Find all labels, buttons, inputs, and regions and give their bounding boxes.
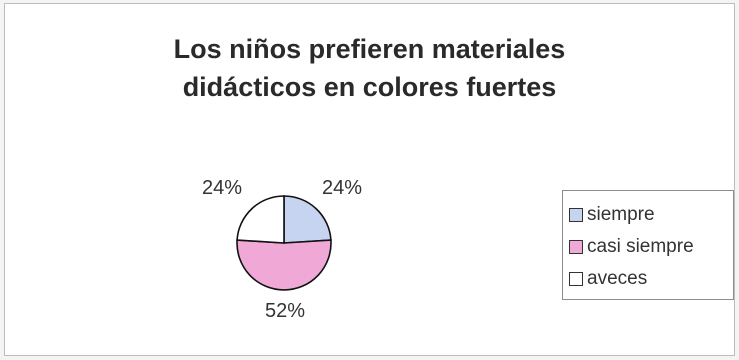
legend-swatch-siempre [569,208,583,222]
legend-item-aveces: aveces [563,263,733,295]
legend-label-aveces: aveces [587,268,648,289]
chart-legend: siempre casi siempre aveces [562,190,734,300]
chart-title: Los niños prefieren materiales didáctico… [0,30,739,106]
pie-slice-casi-siempre [236,239,332,291]
legend-item-casi-siempre: casi siempre [563,231,733,263]
data-label-aveces: 24% [202,177,242,199]
pie-slice-aveces [236,195,285,244]
legend-label-siempre: siempre [587,204,655,225]
legend-swatch-casi-siempre [569,240,583,254]
legend-item-siempre: siempre [563,199,733,231]
legend-label-casi-siempre: casi siempre [587,236,694,257]
data-label-siempre: 24% [322,177,362,199]
legend-swatch-aveces [569,272,583,286]
pie-slice-siempre [283,195,332,244]
chart-title-line-1: Los niños prefieren materiales [173,34,566,64]
data-label-casi-siempre: 52% [265,300,305,322]
chart-title-line-2: didácticos en colores fuertes [182,72,557,102]
